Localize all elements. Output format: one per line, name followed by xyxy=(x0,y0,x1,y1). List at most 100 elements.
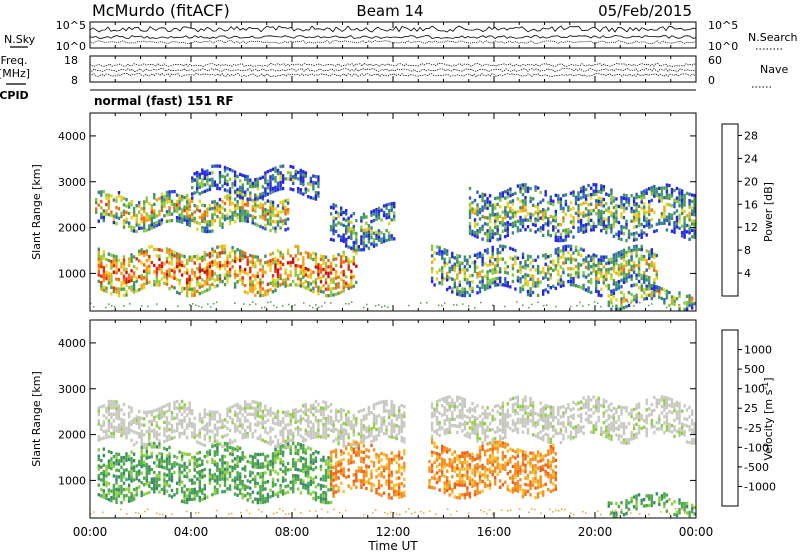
echo-cell xyxy=(539,411,542,415)
echo-cell xyxy=(582,283,585,288)
echo-cell xyxy=(244,271,247,275)
echo-cell xyxy=(544,432,547,436)
echo-cell xyxy=(610,267,613,271)
echo-cell xyxy=(226,189,229,193)
echo-cell xyxy=(289,438,292,442)
echo-cell xyxy=(100,212,103,216)
echo-cell xyxy=(635,202,638,206)
echo-cell xyxy=(186,193,189,198)
echo-cell xyxy=(483,438,487,442)
echo-cell xyxy=(476,206,479,210)
echo-cell xyxy=(165,409,169,414)
echo-cell xyxy=(228,209,232,213)
echo-cell xyxy=(612,196,616,200)
echo-cell xyxy=(597,267,600,272)
echo-cell xyxy=(223,276,227,280)
echo-cell xyxy=(501,210,504,214)
echo-cell xyxy=(673,405,676,410)
echo-cell xyxy=(506,421,509,425)
echo-cell xyxy=(577,194,580,198)
echo-cell xyxy=(334,276,338,280)
echo-cell xyxy=(127,221,131,225)
echo-cell xyxy=(632,270,636,274)
echo-cell xyxy=(451,264,454,268)
echo-cell xyxy=(471,430,474,435)
echo-cell xyxy=(653,408,656,412)
echo-cell xyxy=(223,434,227,438)
echo-cell xyxy=(617,437,621,441)
echo-cell xyxy=(130,460,133,464)
echo-cell xyxy=(115,429,118,433)
echo-cell xyxy=(150,220,153,224)
echo-cell xyxy=(536,419,540,423)
echo-cell xyxy=(236,190,239,194)
echo-cell xyxy=(112,425,116,429)
echo-cell xyxy=(473,431,477,436)
echo-cell xyxy=(625,279,628,283)
echo-cell xyxy=(637,220,641,225)
echo-cell xyxy=(625,222,628,227)
echo-cell xyxy=(274,269,277,273)
echo-cell xyxy=(650,224,653,228)
echo-cell xyxy=(145,466,148,470)
echo-cell xyxy=(256,274,259,279)
echo-cell xyxy=(271,177,275,181)
echo-cell xyxy=(577,220,580,224)
echo-cell xyxy=(488,226,492,230)
echo-cell xyxy=(342,236,345,240)
echo-cell xyxy=(486,238,489,243)
echo-cell xyxy=(259,258,262,262)
echo-cell xyxy=(276,220,280,224)
echo-cell xyxy=(271,167,275,171)
echo-cell xyxy=(228,416,232,420)
echo-cell xyxy=(574,274,578,278)
echo-cell xyxy=(105,277,108,281)
noise-right-tick-top: 10^5 xyxy=(708,19,738,32)
echo-cell xyxy=(191,268,194,272)
echo-cell xyxy=(539,210,542,214)
echo-cell xyxy=(453,404,456,409)
echo-cell xyxy=(334,408,338,412)
echo-cell xyxy=(168,206,171,210)
echo-cell xyxy=(486,273,489,277)
echo-cell xyxy=(168,484,171,488)
echo-cell xyxy=(223,214,227,218)
echo-cell xyxy=(483,222,487,226)
echo-cell xyxy=(675,413,679,417)
echo-cell xyxy=(264,270,267,274)
echo-cell xyxy=(168,408,171,412)
echo-cell xyxy=(665,202,669,206)
echo-cell xyxy=(175,252,179,256)
echo-cell xyxy=(663,408,666,412)
echo-cell xyxy=(120,459,123,463)
echo-cell xyxy=(158,248,161,252)
echo-cell xyxy=(526,431,530,435)
echo-cell xyxy=(506,201,509,205)
echo-cell xyxy=(112,286,116,290)
echo-cell xyxy=(390,400,393,404)
echo-cell xyxy=(324,436,328,440)
echo-cell xyxy=(673,418,676,422)
echo-cell xyxy=(145,259,148,263)
echo-cell xyxy=(567,251,570,255)
echo-cell xyxy=(610,415,613,419)
echo-cell xyxy=(600,403,603,408)
echo-cell xyxy=(542,266,545,271)
echo-cell xyxy=(281,222,285,226)
echo-cell xyxy=(168,219,171,223)
echo-cell xyxy=(223,181,227,186)
echo-cell xyxy=(387,237,391,242)
echo-cell xyxy=(223,165,227,170)
echo-cell xyxy=(612,215,616,219)
echo-cell xyxy=(643,425,646,429)
echo-cell xyxy=(355,219,358,223)
echo-cell xyxy=(193,204,196,208)
echo-cell xyxy=(173,493,176,497)
echo-cell xyxy=(365,231,368,235)
echo-cell xyxy=(360,438,363,442)
echo-cell xyxy=(577,213,580,217)
echo-cell xyxy=(191,412,194,416)
echo-cell xyxy=(531,284,535,288)
echo-cell xyxy=(360,425,363,429)
echo-cell xyxy=(302,179,305,183)
